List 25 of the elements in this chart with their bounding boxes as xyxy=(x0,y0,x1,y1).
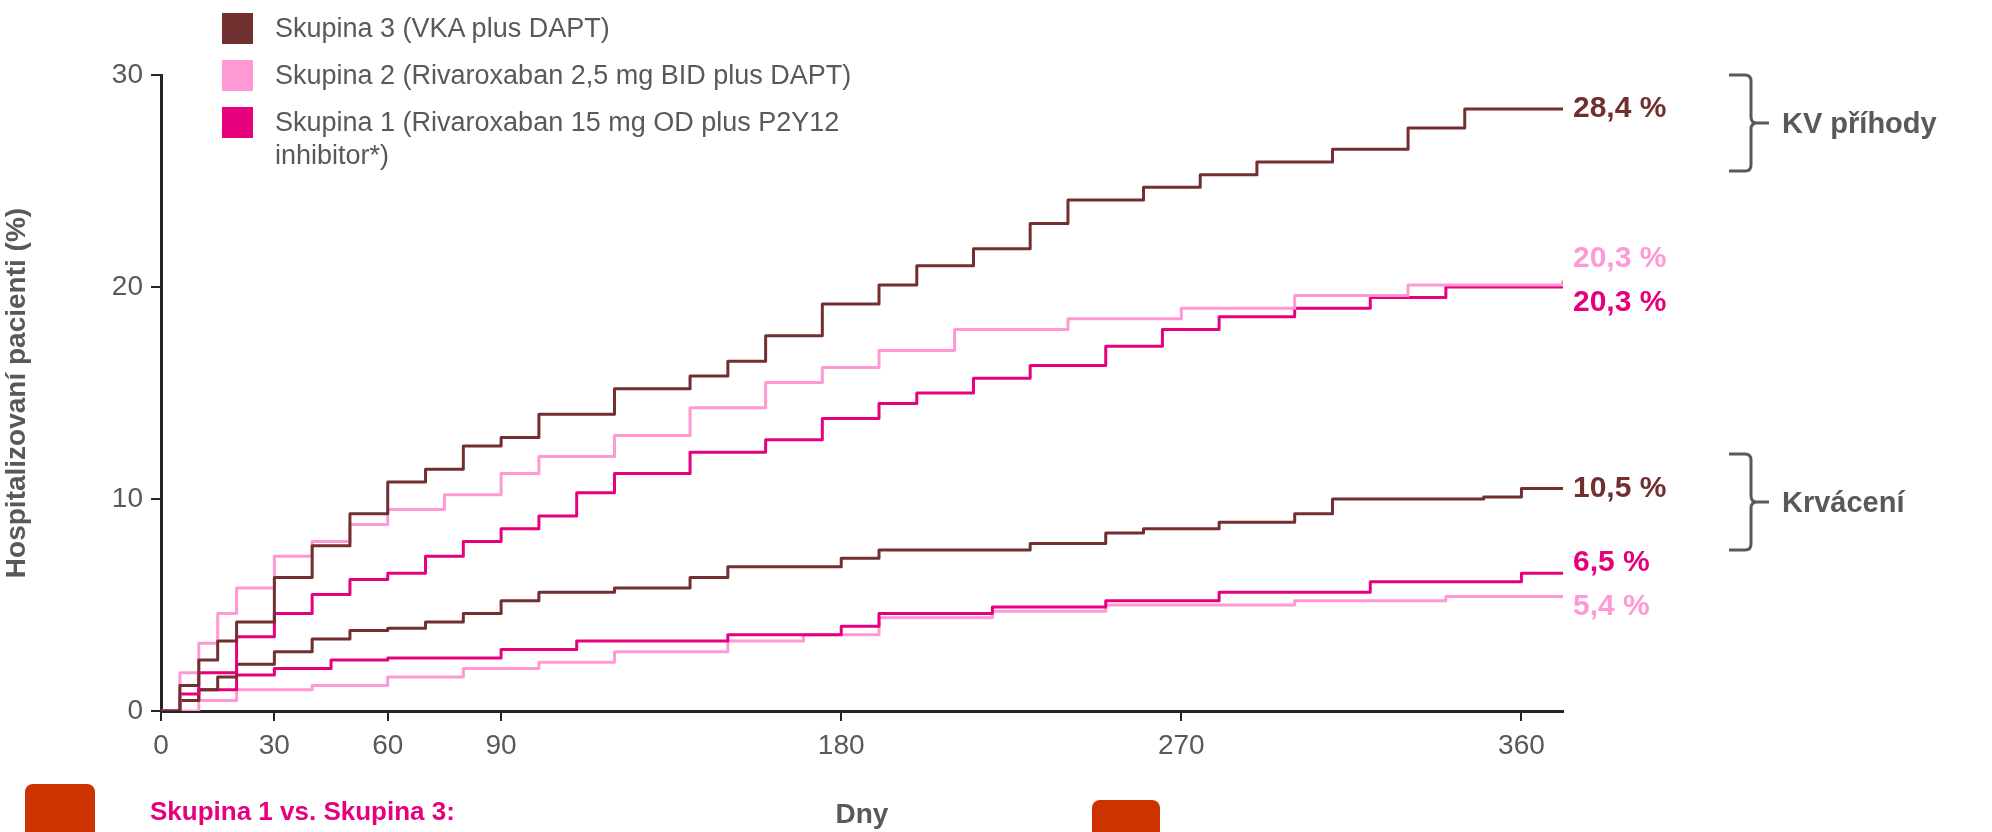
data-label: 6,5 % xyxy=(1573,544,1650,578)
x-axis-title: Dny xyxy=(835,797,889,829)
data-label: 20,3 % xyxy=(1573,239,1667,273)
y-tick-label: 0 xyxy=(127,693,143,725)
text: Skupina 1 vs. Skupina 3: xyxy=(150,796,455,827)
y-tick-label: 10 xyxy=(111,481,143,513)
y-axis-title: Hospitalizovaní pacienti (%) xyxy=(0,207,31,579)
data-label: 20,3 % xyxy=(1573,283,1667,317)
y-tick-label: 20 xyxy=(111,269,143,301)
data-label: 5,4 % xyxy=(1573,588,1650,622)
text: KV příhody xyxy=(1782,106,1937,140)
x-tick-label: 30 xyxy=(258,728,290,760)
data-label: 10,5 % xyxy=(1573,469,1667,503)
x-tick-label: 60 xyxy=(372,728,404,760)
x-tick-label: 270 xyxy=(1157,728,1205,760)
x-tick-label: 90 xyxy=(485,728,517,760)
x-tick-label: 360 xyxy=(1498,728,1545,760)
data-label: 28,4 % xyxy=(1573,90,1667,124)
y-tick-label: 30 xyxy=(111,57,143,89)
legend-label: Skupina 1 (Rivaroxaban 15 mg OD plus P2Y12 inhibitor*) xyxy=(275,106,841,172)
legend-label: Skupina 3 (VKA plus DAPT) xyxy=(275,12,610,45)
x-tick-label: 0 xyxy=(153,728,169,760)
x-tick-label: 180 xyxy=(817,728,865,760)
legend-label: Skupina 2 (Rivaroxaban 2,5 mg BID plus DAPT) xyxy=(275,59,852,92)
text: Krvácení xyxy=(1782,486,1905,520)
